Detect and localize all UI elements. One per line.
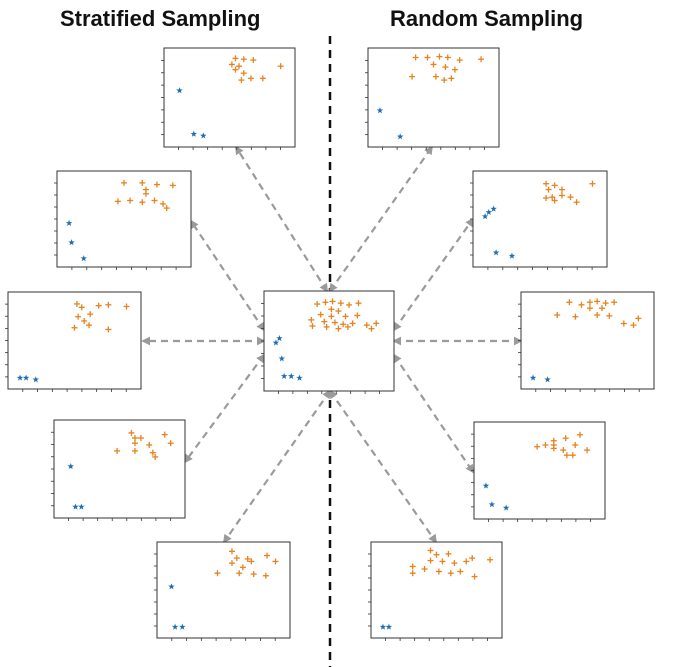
plot-frame [163, 47, 296, 148]
minority-marker [485, 208, 492, 216]
random-sample-plot-3 [518, 291, 655, 392]
minority-marker [502, 504, 510, 511]
random-arrow-2 [392, 217, 475, 332]
minority-marker [272, 339, 280, 346]
stratified-arrow-1 [235, 145, 328, 293]
minority-marker [168, 583, 175, 590]
minority-marker [288, 372, 295, 379]
minority-marker [16, 374, 24, 381]
center-dataset-plot [261, 290, 395, 394]
random-arrow-5 [328, 389, 438, 544]
minority-marker [376, 107, 384, 114]
stratified-sample-plot-5 [154, 541, 291, 641]
stratified-arrow-5 [222, 389, 332, 544]
random-arrow-1 [328, 145, 434, 293]
minority-marker [171, 623, 179, 630]
minority-marker [65, 219, 73, 226]
minority-marker [488, 501, 496, 508]
minority-marker [32, 376, 40, 383]
random-sample-plot-1 [365, 47, 500, 150]
minority-marker [490, 205, 497, 212]
plot-frame [472, 170, 608, 268]
minority-marker [278, 355, 286, 362]
random-sample-plot-5 [368, 541, 503, 641]
minority-marker [78, 503, 85, 510]
minority-marker [200, 132, 207, 139]
minority-marker [276, 334, 283, 342]
random-sample-plot-4 [471, 421, 606, 522]
plot-frame [370, 541, 503, 639]
plot-frame [520, 291, 655, 390]
random-sample-plot-2 [470, 170, 608, 270]
minority-marker [296, 374, 303, 381]
minority-marker [68, 239, 75, 246]
minority-marker [80, 255, 87, 262]
random-arrow-4 [393, 353, 474, 474]
minority-marker [190, 130, 198, 137]
minority-marker [492, 249, 500, 256]
stratified-arrow-2 [190, 219, 265, 332]
stratified-sample-plot-1 [161, 47, 296, 150]
minority-marker [396, 133, 404, 140]
minority-marker [72, 503, 79, 510]
minority-marker [22, 374, 30, 381]
minority-marker [67, 463, 74, 470]
random-sampling-title: Random Sampling [390, 6, 584, 31]
stratified-sample-plot-2 [54, 170, 192, 270]
minority-marker [179, 623, 186, 630]
plot-frame [473, 421, 606, 520]
stratified-sampling-title: Stratified Sampling [60, 6, 261, 31]
minority-marker [529, 374, 537, 381]
minority-marker [508, 252, 516, 259]
stratified-sample-plot-3 [5, 291, 142, 392]
minority-marker [379, 623, 387, 630]
minority-marker [544, 376, 551, 383]
plot-frame [7, 291, 142, 390]
minority-marker [280, 372, 288, 379]
stratified-arrow-4 [183, 353, 266, 464]
minority-marker [482, 482, 490, 489]
minority-marker [176, 87, 183, 94]
plot-frame [156, 541, 291, 639]
minority-marker [481, 213, 489, 220]
plot-frame [53, 419, 186, 519]
plot-frame [56, 170, 192, 268]
stratified-sample-plot-4 [51, 419, 186, 521]
minority-marker [385, 623, 393, 630]
